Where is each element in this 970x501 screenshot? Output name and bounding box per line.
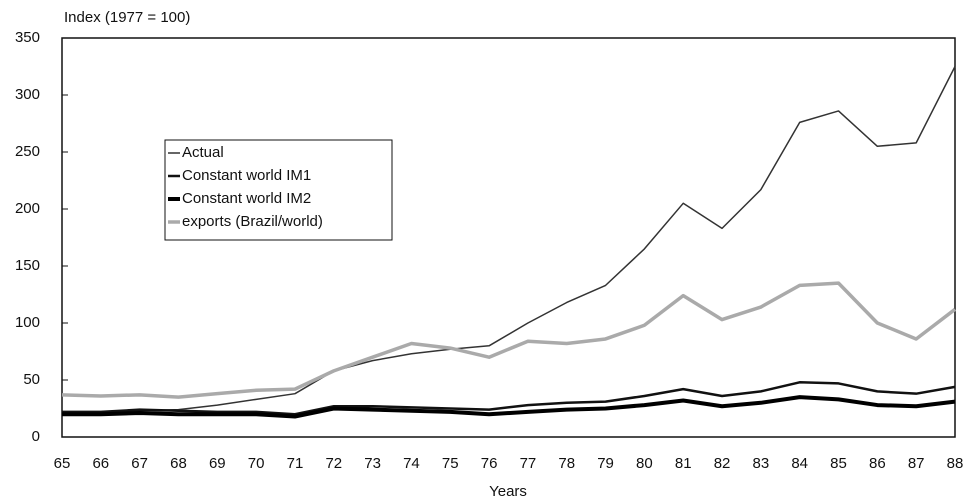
x-tick-label: 66 bbox=[92, 455, 109, 472]
series-line bbox=[62, 395, 956, 419]
y-tick-label: 250 bbox=[15, 143, 40, 160]
x-tick-label: 67 bbox=[131, 455, 148, 472]
series-line bbox=[62, 66, 956, 413]
x-tick-label: 74 bbox=[403, 455, 420, 472]
x-tick-label: 83 bbox=[753, 455, 770, 472]
legend-box bbox=[164, 139, 393, 241]
x-tick-label: 72 bbox=[325, 455, 342, 472]
x-tick-label: 75 bbox=[442, 455, 459, 472]
y-tick-label: 150 bbox=[15, 257, 40, 274]
y-tick-label: 0 bbox=[32, 428, 40, 445]
x-tick-label: 69 bbox=[209, 455, 226, 472]
x-tick-label: 73 bbox=[364, 455, 381, 472]
y-tick-label: 300 bbox=[15, 86, 40, 103]
x-tick-label: 87 bbox=[908, 455, 925, 472]
y-tick-label: 350 bbox=[15, 29, 40, 46]
x-tick-label: 76 bbox=[481, 455, 498, 472]
x-tick-label: 88 bbox=[947, 455, 964, 472]
x-tick-label: 68 bbox=[170, 455, 187, 472]
legend-label: exports (Brazil/world) bbox=[182, 213, 323, 230]
legend-label: Constant world IM2 bbox=[182, 190, 311, 207]
x-axis-label: Years bbox=[489, 483, 527, 500]
x-tick-label: 86 bbox=[869, 455, 886, 472]
x-tick-label: 70 bbox=[248, 455, 265, 472]
series-line bbox=[61, 281, 957, 399]
x-tick-label: 71 bbox=[287, 455, 304, 472]
x-tick-label: 78 bbox=[558, 455, 575, 472]
y-tick-label: 100 bbox=[15, 314, 40, 331]
y-tick-label: 50 bbox=[23, 371, 40, 388]
y-tick-label: 200 bbox=[15, 200, 40, 217]
x-tick-label: 82 bbox=[714, 455, 731, 472]
x-tick-label: 65 bbox=[54, 455, 71, 472]
legend-label: Actual bbox=[182, 144, 224, 161]
x-tick-label: 84 bbox=[791, 455, 808, 472]
x-tick-label: 81 bbox=[675, 455, 692, 472]
plot-frame bbox=[61, 37, 956, 438]
x-tick-label: 79 bbox=[597, 455, 614, 472]
series-line bbox=[62, 381, 956, 416]
chart-title: Index (1977 = 100) bbox=[64, 9, 190, 26]
x-tick-label: 80 bbox=[636, 455, 653, 472]
x-tick-label: 77 bbox=[520, 455, 537, 472]
x-tick-label: 85 bbox=[830, 455, 847, 472]
legend-label: Constant world IM1 bbox=[182, 167, 311, 184]
